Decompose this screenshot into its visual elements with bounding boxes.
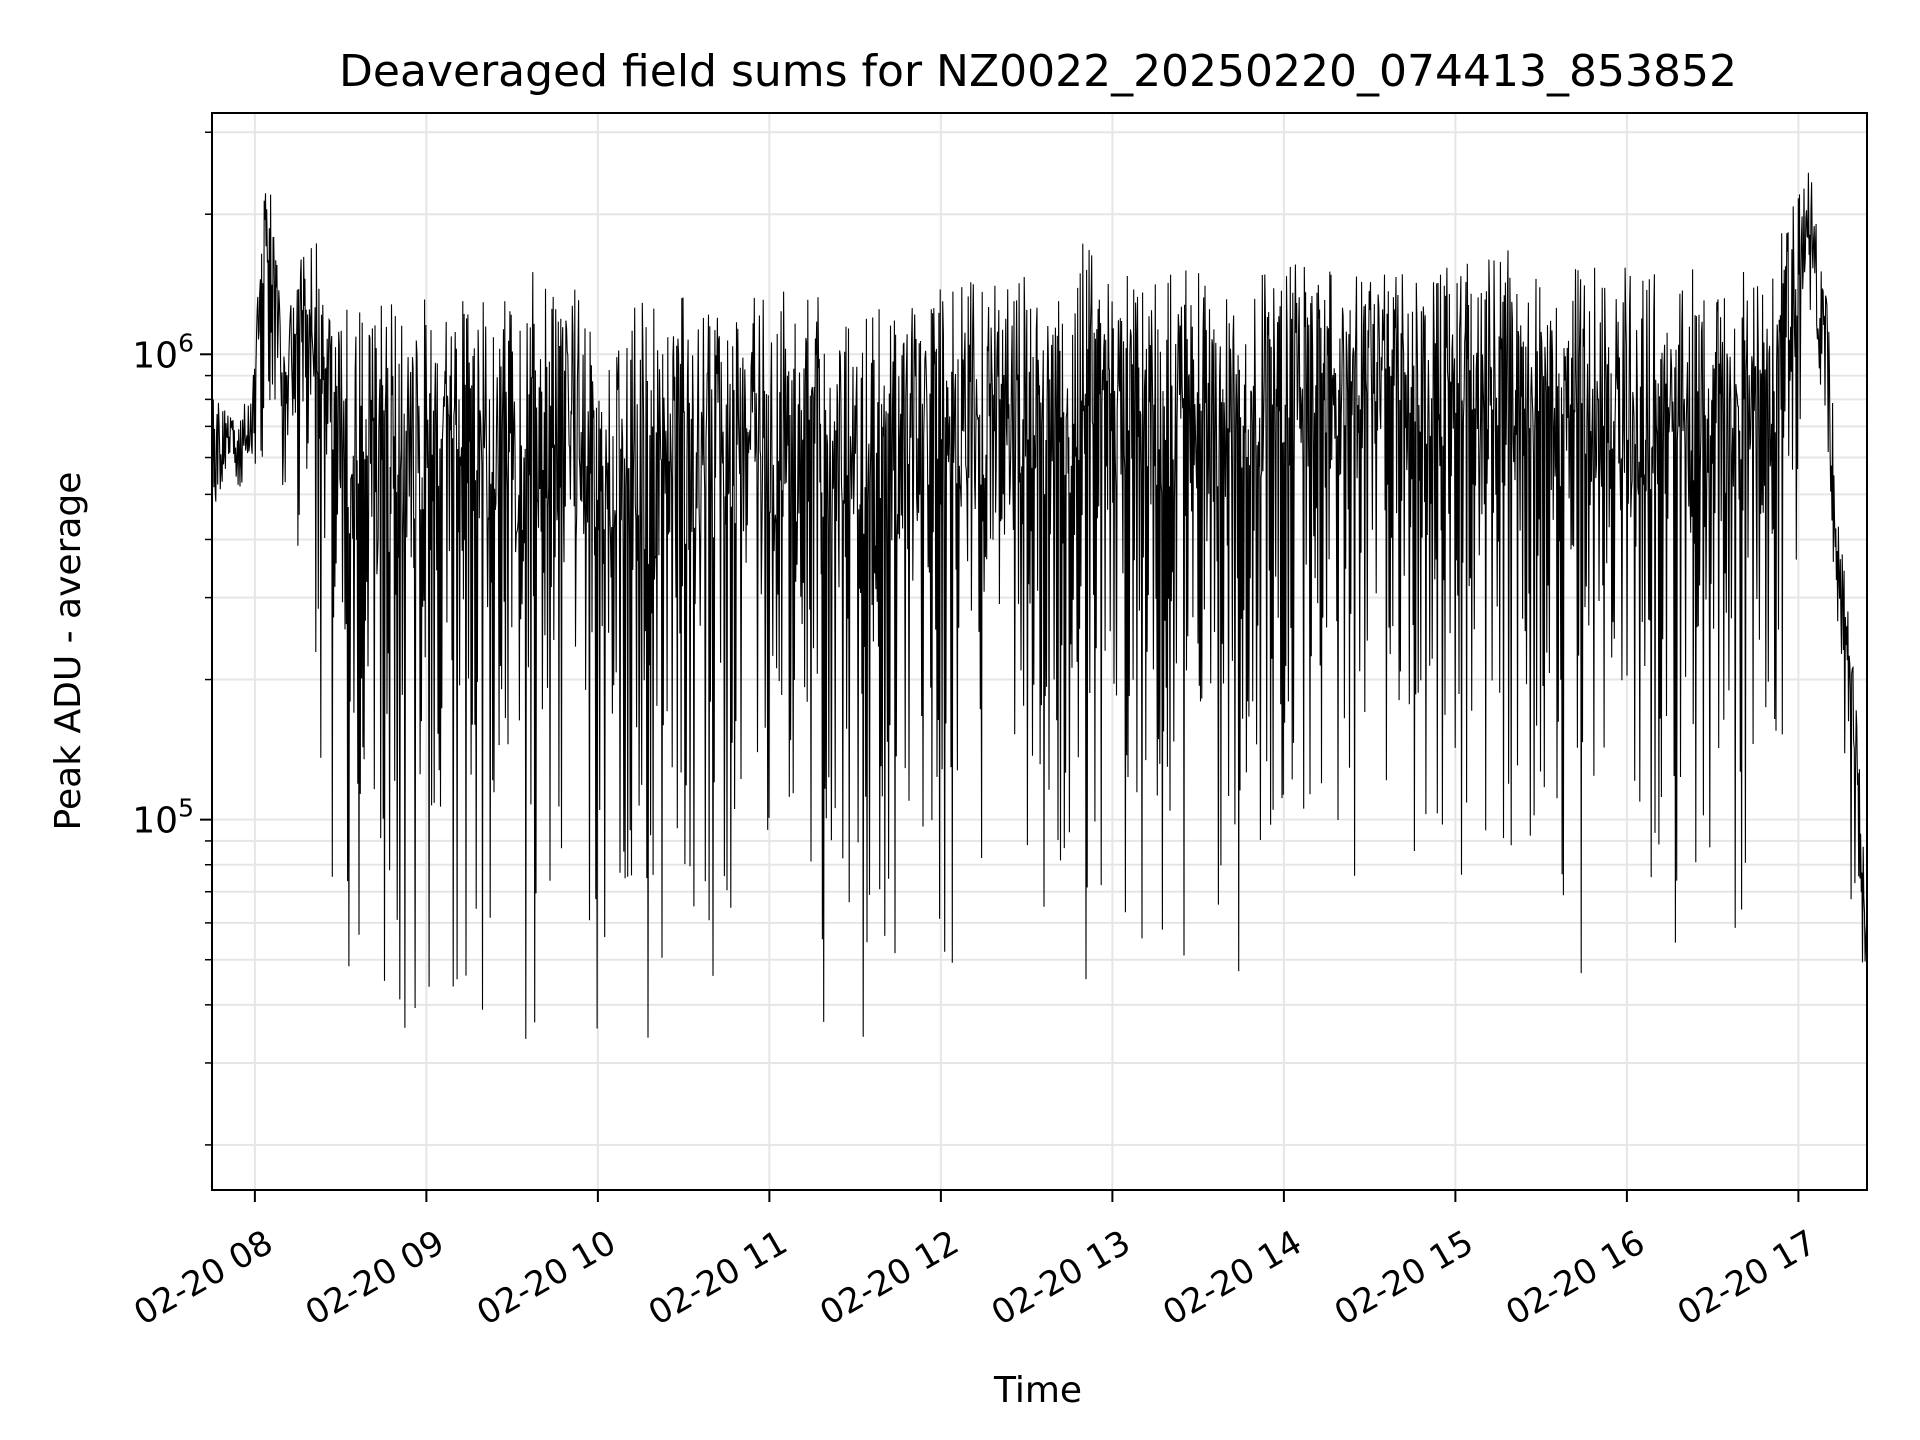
- y-axis: 105 106: [132, 131, 212, 1146]
- y-axis-label: Peak ADU - average: [48, 472, 89, 831]
- y-tick-label: 106: [132, 328, 194, 376]
- chart-title: Deaveraged field sums for NZ0022_2025022…: [339, 46, 1737, 97]
- series-layer: [211, 172, 1868, 1039]
- x-axis-label: Time: [993, 1370, 1082, 1411]
- series-line: [211, 172, 1868, 1039]
- y-tick-label: 105: [132, 794, 194, 842]
- plot-frame: [211, 112, 1868, 1191]
